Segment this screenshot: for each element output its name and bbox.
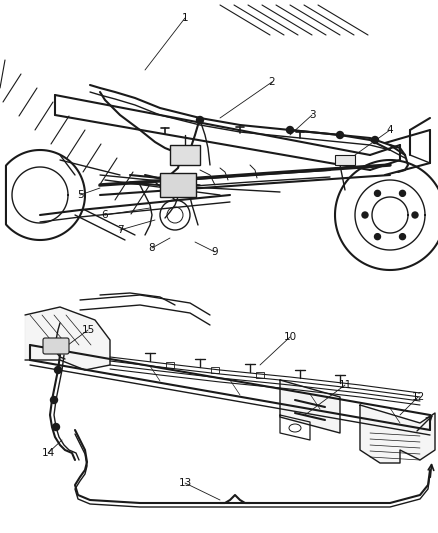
Text: 1: 1 (182, 13, 188, 23)
Text: 7: 7 (117, 225, 124, 235)
Text: 10: 10 (283, 332, 297, 342)
Circle shape (371, 136, 378, 143)
Circle shape (336, 132, 343, 139)
Circle shape (374, 233, 381, 240)
Text: 8: 8 (148, 243, 155, 253)
Polygon shape (360, 405, 435, 463)
Text: 3: 3 (309, 110, 315, 120)
Text: 14: 14 (41, 448, 55, 458)
Circle shape (197, 117, 204, 124)
Text: 9: 9 (212, 247, 218, 257)
Text: 11: 11 (339, 380, 352, 390)
Text: 2: 2 (268, 77, 276, 87)
Circle shape (374, 190, 381, 196)
Bar (166, 362, 174, 368)
Bar (211, 367, 219, 373)
Circle shape (362, 212, 368, 218)
Circle shape (50, 397, 57, 403)
Text: 12: 12 (411, 392, 424, 402)
Polygon shape (25, 307, 110, 370)
Text: 6: 6 (102, 210, 108, 220)
Bar (335, 155, 355, 165)
Circle shape (412, 212, 418, 218)
Circle shape (399, 233, 406, 240)
Text: 15: 15 (81, 325, 95, 335)
Circle shape (399, 190, 406, 196)
Bar (256, 372, 264, 378)
Circle shape (54, 367, 61, 374)
Text: 13: 13 (178, 478, 192, 488)
Polygon shape (280, 380, 340, 433)
Circle shape (286, 126, 293, 133)
Text: 4: 4 (387, 125, 393, 135)
Bar (160, 173, 196, 197)
Bar (170, 145, 200, 165)
FancyBboxPatch shape (43, 338, 69, 354)
Circle shape (53, 424, 60, 431)
Text: 5: 5 (77, 190, 83, 200)
